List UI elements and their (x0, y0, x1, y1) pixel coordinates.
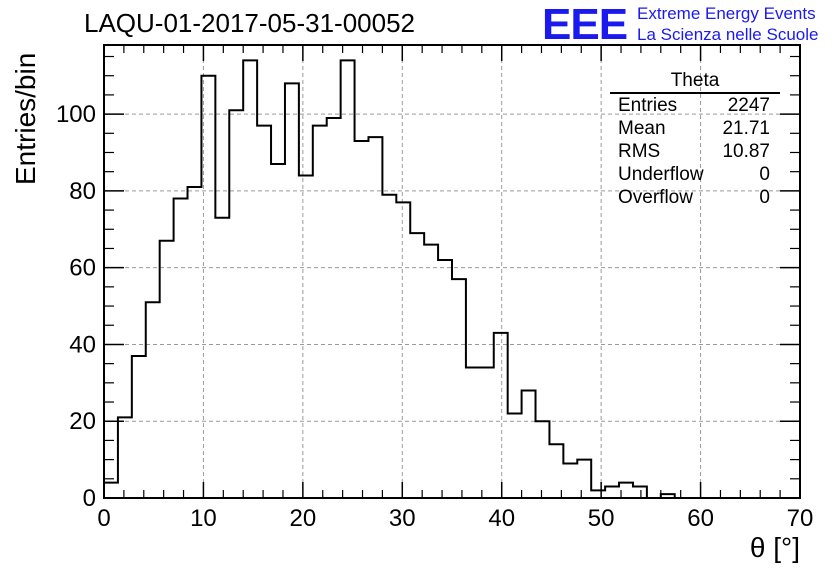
tick-labels: 0 10 20 30 40 50 60 70 0 20 40 60 80 100 (56, 101, 813, 532)
stats-value: 21.71 (722, 118, 770, 139)
y-tick-label: 40 (69, 331, 96, 358)
stats-row-mean: Mean 21.71 (610, 117, 780, 140)
stats-row-entries: Entries 2247 (610, 94, 780, 117)
x-tick-label: 10 (190, 505, 217, 532)
stats-label: Entries (618, 95, 678, 116)
stats-row-rms: RMS 10.87 (610, 140, 780, 163)
x-axis-label: θ [°] (749, 532, 800, 563)
stats-value: 10.87 (722, 141, 770, 162)
y-tick-label: 60 (69, 255, 96, 282)
stats-box: Theta Entries 2247 Mean 21.71 RMS 10.87 … (610, 70, 780, 209)
stats-label: RMS (618, 141, 661, 162)
x-tick-label: 60 (687, 505, 714, 532)
x-tick-label: 30 (389, 505, 416, 532)
x-tick-label: 0 (97, 505, 110, 532)
stats-label: Underflow (618, 164, 704, 185)
stats-label: Overflow (618, 187, 693, 208)
stats-label: Mean (618, 118, 666, 139)
histogram-series-line (103, 59, 800, 499)
y-tick-label: 20 (69, 408, 96, 435)
plot-frame (103, 44, 801, 499)
stats-row-underflow: Underflow 0 (610, 163, 780, 186)
x-tick-label: 50 (588, 505, 615, 532)
x-tick-label: 70 (787, 505, 814, 532)
stats-value: 0 (759, 187, 770, 208)
y-tick-label: 80 (69, 178, 96, 205)
stats-value: 0 (759, 164, 770, 185)
logo-line-1: Extreme Energy Events (637, 4, 816, 23)
y-tick-label: 100 (56, 101, 96, 128)
x-tick-label: 40 (488, 505, 515, 532)
logo-line-2: La Scienza nelle Scuole (637, 25, 819, 44)
stats-title: Theta (610, 70, 780, 94)
stats-value: 2247 (727, 95, 770, 116)
chart-title: LAQU-01-2017-05-31-00052 (84, 8, 415, 38)
stats-row-overflow: Overflow 0 (610, 186, 780, 209)
grid-lines (104, 45, 800, 498)
x-tick-label: 20 (290, 505, 317, 532)
y-tick-label: 0 (83, 485, 96, 512)
eee-logo: EEE (542, 0, 628, 49)
y-axis-label: Entries/bin (10, 52, 41, 185)
